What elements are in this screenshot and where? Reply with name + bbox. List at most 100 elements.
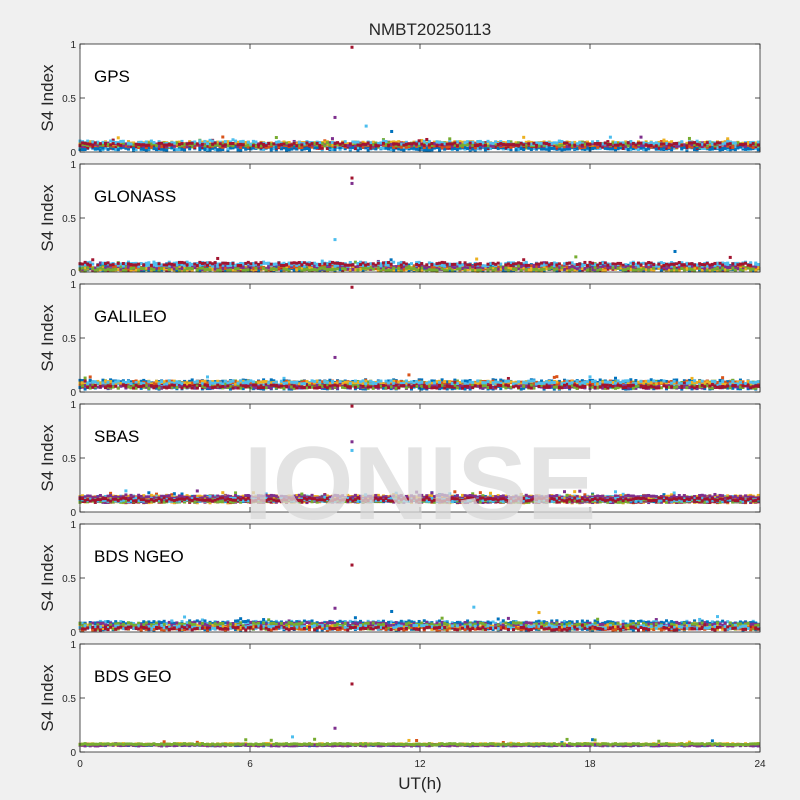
scatter-point <box>369 146 373 150</box>
scatter-point <box>149 263 153 267</box>
scatter-point <box>162 148 166 152</box>
scatter-point <box>425 137 429 141</box>
scatter-point <box>348 142 352 146</box>
scatter-point <box>323 267 327 271</box>
scatter-point <box>399 263 403 267</box>
scatter-point <box>509 148 513 152</box>
scatter-point <box>675 141 679 145</box>
scatter-point <box>642 267 646 271</box>
scatter-point <box>662 138 666 142</box>
scatter-point <box>297 267 301 271</box>
scatter-point <box>430 148 434 152</box>
scatter-point <box>287 148 291 152</box>
scatter-point <box>124 146 128 150</box>
scatter-point <box>751 142 755 146</box>
scatter-point <box>300 148 304 152</box>
scatter-point <box>731 145 735 149</box>
scatter-point <box>652 263 656 267</box>
scatter-point <box>333 148 337 152</box>
scatter-point <box>387 143 391 147</box>
scatter-point <box>397 140 401 144</box>
scatter-point <box>221 135 225 139</box>
scatter-point <box>287 140 291 144</box>
scatter-point <box>96 263 100 267</box>
scatter-cloud <box>78 135 760 152</box>
scatter-point <box>733 148 737 152</box>
scatter-point <box>353 147 357 151</box>
scatter-point <box>216 148 220 152</box>
scatter-point <box>440 143 444 147</box>
scatter-point <box>177 148 181 152</box>
scatter-point <box>203 147 207 151</box>
scatter-point <box>471 269 475 273</box>
panel-label: GLONASS <box>94 187 176 206</box>
scatter-point <box>463 268 467 272</box>
scatter-point <box>506 139 510 143</box>
scatter-point <box>504 141 508 145</box>
scatter-point <box>463 146 467 150</box>
scatter-point <box>726 137 730 141</box>
scatter-point <box>353 140 357 144</box>
scatter-point <box>111 263 115 267</box>
scatter-point <box>213 147 217 151</box>
scatter-point <box>435 144 439 148</box>
scatter-point <box>116 146 120 150</box>
scatter-point <box>348 263 352 267</box>
outlier-point <box>333 238 337 242</box>
scatter-point <box>420 138 424 142</box>
scatter-point <box>756 140 760 144</box>
scatter-point <box>341 267 345 271</box>
scatter-point <box>262 147 266 151</box>
scatter-point <box>315 268 319 272</box>
scatter-point <box>381 138 385 142</box>
scatter-point <box>425 148 429 152</box>
scatter-point <box>555 141 559 145</box>
scatter-point <box>213 145 217 149</box>
scatter-point <box>665 146 668 150</box>
scatter-point <box>716 144 719 148</box>
scatter-point <box>221 148 225 152</box>
y-tick-label: 0.5 <box>62 94 76 105</box>
scatter-point <box>81 148 85 152</box>
scatter-point <box>282 145 286 149</box>
scatter-point <box>721 263 725 267</box>
scatter-point <box>269 146 273 150</box>
scatter-point <box>718 141 722 145</box>
scatter-point <box>241 143 245 147</box>
scatter-point <box>86 139 90 143</box>
scatter-point <box>445 262 449 266</box>
scatter-point <box>170 145 174 149</box>
scatter-point <box>305 147 309 151</box>
scatter-point <box>308 146 311 150</box>
scatter-point <box>313 146 317 150</box>
scatter-point <box>746 263 750 267</box>
scatter-point <box>486 262 490 266</box>
scatter-point <box>606 147 610 151</box>
scatter-point <box>438 147 442 151</box>
scatter-point <box>634 147 638 151</box>
scatter-point <box>98 145 102 149</box>
scatter-point <box>328 262 332 266</box>
scatter-point <box>129 142 133 146</box>
scatter-point <box>662 146 666 150</box>
scatter-point <box>417 264 421 268</box>
scatter-point <box>603 146 607 150</box>
scatter-point <box>124 144 128 148</box>
scatter-point <box>387 261 391 265</box>
scatter-point <box>420 266 424 270</box>
scatter-point <box>654 144 658 148</box>
scatter-point <box>606 140 610 144</box>
scatter-point <box>361 142 365 146</box>
scatter-point <box>277 145 281 149</box>
scatter-point <box>443 147 447 151</box>
outlier-point <box>333 115 337 119</box>
scatter-point <box>514 267 518 271</box>
scatter-point <box>608 147 612 151</box>
scatter-point <box>728 142 732 146</box>
scatter-point <box>267 142 271 146</box>
scatter-point <box>494 145 498 149</box>
scatter-point <box>626 144 630 148</box>
scatter-point <box>310 268 314 272</box>
scatter-point <box>198 139 202 143</box>
scatter-point <box>721 266 725 270</box>
